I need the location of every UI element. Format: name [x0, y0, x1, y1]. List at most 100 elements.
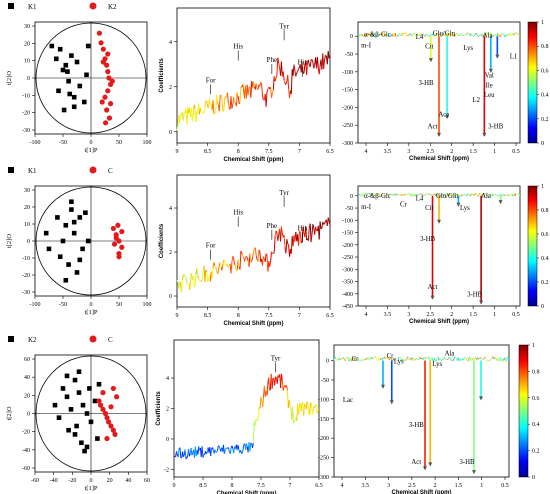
- spectrum-trace-segment: [372, 35, 374, 37]
- peak-annotation: Cit: [425, 44, 433, 51]
- coefficient-trace-segment: [213, 262, 216, 267]
- coefficient-trace-segment: [193, 104, 196, 109]
- spectrum-trace-segment: [436, 358, 438, 361]
- pca-plot-1: -100 -50 0 50 1003020100-10-20-30t[1]Pt[2]OK…: [6, 2, 152, 154]
- scatter-point-square: [52, 402, 58, 408]
- coefficient-trace-segment: [201, 271, 204, 281]
- spectrum-trace-segment: [405, 32, 407, 36]
- coefficient-trace-segment: [252, 422, 255, 444]
- scatter-point-circle: [105, 88, 111, 94]
- spectrum-trace-segment: [514, 193, 517, 197]
- y-tick-label: -10: [22, 93, 30, 99]
- scatter-point-circle: [110, 385, 116, 392]
- spectrum-trace-segment: [430, 193, 433, 196]
- coefficient-trace-segment: [231, 445, 234, 449]
- y-tick-label: -60: [22, 466, 30, 472]
- coefficient-trace-segment: [323, 223, 325, 225]
- spectrum-trace-segment: [392, 33, 395, 37]
- scatter-point-circle: [102, 410, 108, 417]
- y-tick-label: 2: [166, 407, 169, 413]
- spectrum-trace-segment: [472, 358, 475, 361]
- coefficient-trace-segment: [191, 115, 194, 122]
- y-tick-label: -450: [342, 304, 353, 310]
- scatter-point-square: [65, 69, 70, 74]
- coefficient-trace-segment: [309, 59, 312, 67]
- coefficient-trace-segment: [312, 224, 315, 228]
- spectrum-trace-segment: [398, 33, 400, 37]
- scatter-point-square: [84, 444, 90, 450]
- spectrum-trace-segment: [398, 356, 400, 358]
- coefficient-trace-segment: [247, 87, 250, 96]
- coefficient-trace-segment: [219, 261, 222, 268]
- coefficient-trace-segment: [194, 274, 197, 288]
- coefficient-trace-segment: [272, 252, 275, 254]
- spectrum-trace-segment: [425, 193, 428, 195]
- spectrum-trace-segment: [455, 356, 457, 359]
- spectrum-trace-segment: [418, 193, 420, 195]
- x-axis-label: Chemical Shift (ppm): [216, 491, 276, 494]
- coefficient-trace-segment: [245, 255, 248, 258]
- x-tick-label: 8: [237, 313, 240, 319]
- spectrum-trace-segment: [383, 32, 386, 35]
- scatter-point-square: [68, 407, 74, 412]
- scatter-point-circle: [106, 75, 112, 81]
- x-tick-label: 1: [480, 483, 483, 489]
- coefficient-trace-segment: [311, 410, 314, 415]
- y-tick-label: -400: [342, 292, 353, 298]
- y-axis-label: t[2]O: [6, 71, 13, 85]
- scatter-point-circle: [104, 415, 110, 421]
- coefficient-trace-segment: [200, 110, 203, 113]
- spectrum-trace-segment: [367, 33, 369, 36]
- coefficient-trace-segment: [316, 409, 319, 414]
- x-tick-label: 7: [298, 313, 301, 319]
- coefficient-trace-segment: [250, 442, 252, 445]
- spectrum-trace-segment: [406, 356, 408, 360]
- spectrum-trace-segment: [451, 359, 453, 361]
- spectrum-trace-segment: [380, 33, 382, 35]
- coefficient-trace-segment: [197, 275, 200, 279]
- coefficient-trace-segment: [226, 264, 228, 266]
- loading-spectrum-1: 4 3.5 3 2.5 2 1.5 1 0.5 0 -50 -100 -150 -200 -250 -300…: [342, 20, 549, 162]
- y-tick-label: 30: [24, 24, 30, 30]
- scatter-point-square: [83, 210, 88, 216]
- coefficient-trace-segment: [328, 55, 331, 59]
- spectrum-trace-segment: [485, 32, 488, 37]
- spectrum-trace-segment: [503, 33, 505, 38]
- y-tick-label: -250: [318, 456, 329, 462]
- spectrum-trace-segment: [508, 195, 510, 197]
- coefficient-trace-segment: [215, 266, 218, 272]
- spectrum-trace-segment: [414, 33, 416, 35]
- x-tick-label: 3.5: [362, 483, 370, 489]
- colorbar-tick-label: 0.4: [541, 93, 549, 99]
- spectrum-trace-segment: [373, 357, 375, 360]
- spectrum-trace-segment: [411, 33, 414, 37]
- spectrum-trace-segment: [377, 193, 379, 196]
- spectrum-trace-segment: [421, 194, 424, 197]
- x-tick-label: -100: [30, 140, 41, 146]
- spectrum-trace-segment: [363, 358, 365, 361]
- coefficient-trace-segment: [299, 232, 302, 244]
- coefficient-trace-segment: [226, 92, 229, 103]
- scatter-point-square: [77, 257, 83, 263]
- coefficient-trace-segment: [218, 446, 221, 450]
- y-tick-label: 2: [169, 250, 172, 256]
- coefficient-trace-segment: [270, 251, 272, 262]
- spectrum-trace-segment: [344, 358, 347, 361]
- spectrum-trace-segment: [395, 194, 398, 196]
- coefficient-trace-segment: [216, 94, 218, 102]
- peak-annotation: Cr: [352, 356, 360, 363]
- y-tick-label: 0: [350, 194, 353, 200]
- spectrum-trace-segment: [401, 358, 403, 361]
- coefficient-trace-segment: [233, 96, 236, 103]
- coefficient-trace-segment: [212, 100, 215, 114]
- peak-arrow: [430, 295, 435, 300]
- peak-annotation: Glu/Gln: [436, 193, 459, 200]
- spectrum-trace-segment: [508, 33, 510, 37]
- y-tick-label: -100: [342, 218, 353, 224]
- coefficient-trace-segment: [217, 101, 219, 106]
- x-axis-label: t[1]P: [85, 485, 98, 492]
- spectrum-trace-segment: [465, 357, 468, 361]
- coefficient-trace-segment: [251, 256, 254, 262]
- spectrum-trace-segment: [485, 358, 488, 361]
- y-tick-label: -300: [342, 141, 353, 147]
